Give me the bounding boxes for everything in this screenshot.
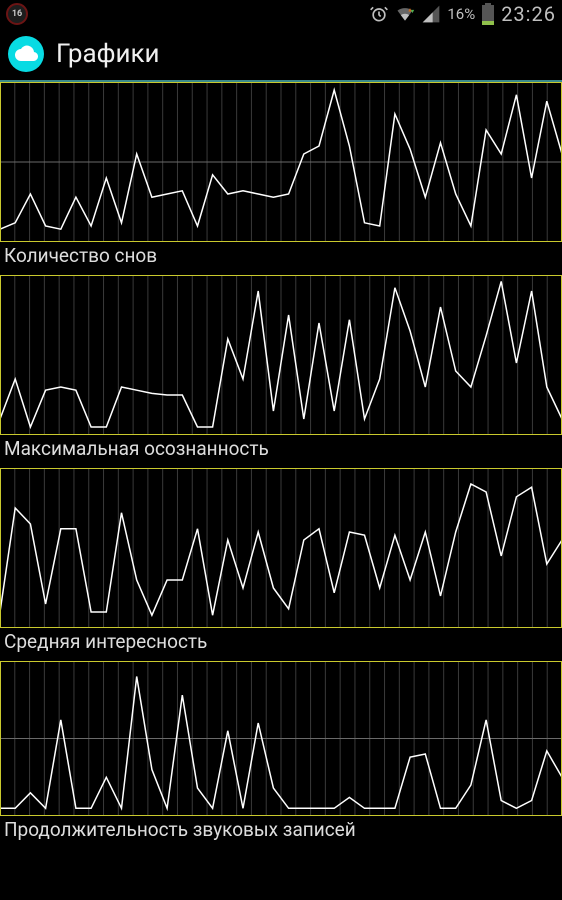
chart-block: Средняя интересность [0,468,562,661]
cloud-icon [8,36,44,72]
chart-block: Количество снов [0,82,562,275]
signal-icon [421,4,441,24]
page-title: Графики [56,39,160,69]
chart-canvas [0,275,562,435]
wifi-icon [395,4,415,24]
chart-label: Продолжительность звуковых записей [0,816,562,849]
status-bar: 16 16% [0,0,562,28]
status-left: 16 [6,3,28,25]
app-header: Графики [0,28,562,80]
chart-label: Максимальная осознанность [0,435,562,468]
chart-canvas [0,82,562,242]
chart-canvas [0,468,562,628]
battery-percent: 16% [447,5,475,23]
chart-block: Продолжительность звуковых записей [0,661,562,849]
status-right: 16% 23:26 [369,2,556,26]
notification-badge: 16 [6,3,28,25]
chart-canvas [0,661,562,816]
chart-block: Максимальная осознанность [0,275,562,468]
alarm-icon [369,4,389,24]
chart-label: Средняя интересность [0,628,562,661]
badge-value: 16 [12,9,22,19]
charts-container: Количество снов Максимальная осознанность… [0,82,562,849]
battery-icon [481,3,495,25]
status-clock: 23:26 [501,2,556,26]
chart-label: Количество снов [0,242,562,275]
